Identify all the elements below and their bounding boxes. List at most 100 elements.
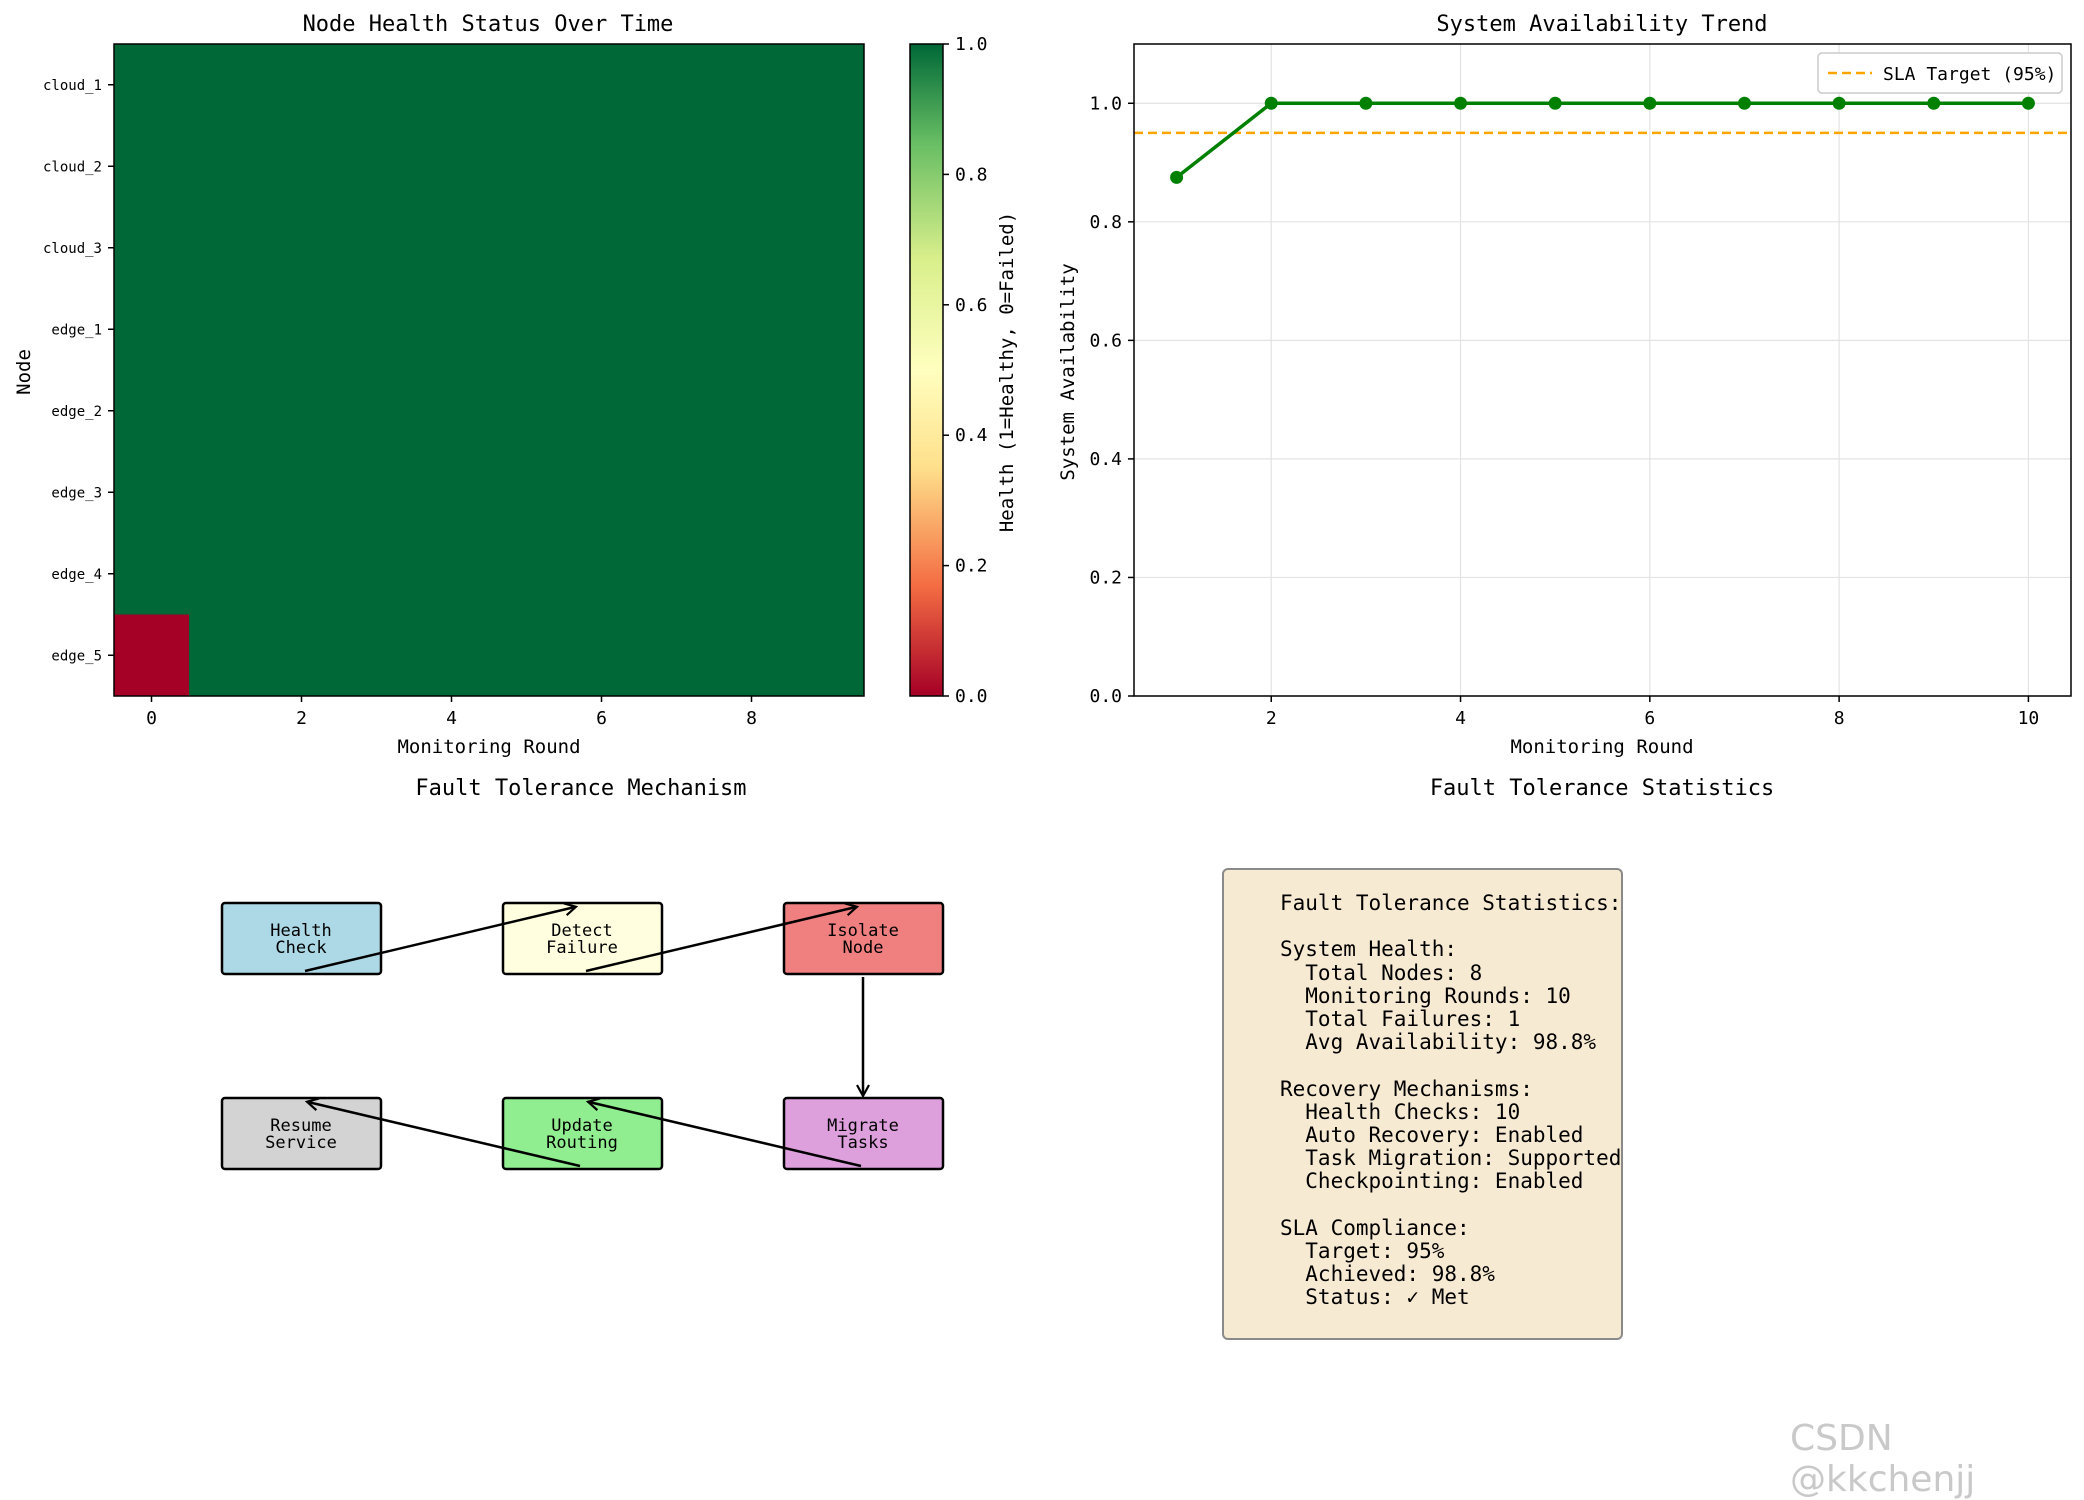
heatmap-cell — [114, 207, 190, 289]
heatmap-cell — [264, 451, 340, 534]
heatmap-cell — [189, 207, 265, 289]
availability-y-tick-label: 0.4 — [1089, 449, 1122, 470]
availability-y-tick-label: 0.2 — [1089, 567, 1122, 588]
step-label-line1: Resume — [270, 1116, 331, 1136]
availability-point — [1170, 170, 1184, 184]
stats-health-checks: Health Checks: 10 — [1280, 1099, 1521, 1124]
arrow-detect-to-isolate — [585, 907, 856, 973]
colorbar-tick-label: 0.8 — [955, 164, 988, 185]
heatmap-cell — [264, 370, 340, 452]
step-label-line1: Isolate — [827, 921, 899, 941]
stats-system-health: System Health: — [1280, 937, 1458, 962]
heatmap-y-tick-label: edge_1 — [51, 322, 102, 338]
heatmap-y-tick-label: edge_4 — [51, 567, 102, 583]
heatmap-cell — [489, 44, 565, 126]
step-isolate-node: Isolate Node — [782, 901, 945, 976]
step-label-line2: Routing — [546, 1133, 618, 1153]
heatmap-cell — [714, 44, 790, 126]
heatmap-x-tick-label: 0 — [146, 708, 157, 729]
heatmap-cell — [639, 370, 715, 452]
heatmap-cell — [714, 614, 790, 697]
heatmap-cell — [339, 288, 415, 371]
colorbar-tick-label: 0.2 — [955, 556, 988, 577]
watermark: CSDN @kkchenjj — [1790, 1418, 1976, 1500]
statistics-box: Fault Tolerance Statistics: System Healt… — [1222, 868, 1623, 1340]
heatmap-cell — [264, 125, 340, 208]
heatmap-cell — [489, 533, 565, 615]
heatmap-cell — [414, 370, 490, 452]
heatmap-cell — [264, 44, 340, 126]
availability-y-ticks: 0.0 0.2 0.4 0.6 0.8 1.0 — [1089, 93, 1134, 707]
step-label-line2: Check — [275, 938, 326, 958]
heatmap-y-tick-label: cloud_3 — [43, 241, 102, 257]
availability-point — [1548, 96, 1562, 110]
heatmap-title: Node Health Status Over Time — [303, 12, 674, 37]
legend-sla-label: SLA Target (95%) — [1883, 64, 2056, 85]
heatmap-cell — [789, 125, 865, 208]
heatmap-cell — [789, 288, 865, 371]
heatmap-cell — [564, 451, 640, 534]
availability-y-tick-label: 0.8 — [1089, 212, 1122, 233]
step-box — [501, 901, 664, 976]
heatmap-cell — [639, 451, 715, 534]
heatmap-cell — [789, 533, 865, 615]
heatmap-cell — [189, 533, 265, 615]
heatmap-cell — [489, 288, 565, 371]
heatmap-cell — [489, 614, 565, 697]
heatmap-y-tick-label: cloud_1 — [43, 78, 102, 94]
heatmap-cell — [414, 44, 490, 126]
availability-legend: SLA Target (95%) — [1817, 52, 2063, 94]
heatmap-cell — [639, 614, 715, 697]
heatmap-panel: Node Health Status Over Time cloud_1clou… — [13, 12, 1018, 758]
heatmap-cell — [339, 207, 415, 289]
heatmap-cell — [489, 125, 565, 208]
stats-total-nodes: Total Nodes: 8 — [1280, 960, 1483, 985]
step-health-check: Health Check — [220, 901, 383, 976]
heatmap-cell — [489, 451, 565, 534]
availability-x-tick-label: 4 — [1455, 708, 1466, 729]
heatmap-cell — [789, 207, 865, 289]
stats-auto-recovery: Auto Recovery: Enabled — [1280, 1123, 1584, 1148]
heatmap-cell — [639, 44, 715, 126]
heatmap-y-tick-label: edge_5 — [51, 648, 102, 664]
heatmap-cell — [189, 451, 265, 534]
heatmap-cell — [639, 207, 715, 289]
heatmap-cell — [414, 451, 490, 534]
mechanism-title: Fault Tolerance Mechanism — [415, 776, 746, 801]
heatmap-cell — [114, 44, 190, 126]
availability-point — [1832, 96, 1846, 110]
step-label-line2: Tasks — [837, 1133, 888, 1153]
colorbar-ticks: 0.0 0.2 0.4 0.6 0.8 1.0 — [943, 34, 988, 707]
heatmap-cell — [789, 44, 865, 126]
availability-x-label: Monitoring Round — [1510, 736, 1693, 758]
stats-blank — [1280, 1054, 1621, 1077]
stats-checkpointing: Checkpointing: Enabled — [1280, 1169, 1584, 1194]
heatmap-cell — [639, 125, 715, 208]
heatmap-cell — [789, 370, 865, 452]
availability-point — [1359, 96, 1373, 110]
availability-x-tick-label: 2 — [1266, 708, 1277, 729]
heatmap-x-ticks: 0 2 4 6 8 — [146, 696, 757, 729]
heatmap-cell — [564, 125, 640, 208]
step-box — [501, 1096, 664, 1171]
availability-point — [2021, 96, 2035, 110]
stats-task-migration: Task Migration: Supported — [1280, 1146, 1622, 1171]
heatmap-cell — [114, 451, 190, 534]
heatmap-cell — [564, 44, 640, 126]
heatmap-y-tick-label: edge_2 — [51, 404, 102, 420]
step-label-line1: Update — [551, 1116, 612, 1136]
heatmap-cell — [339, 44, 415, 126]
heatmap-x-tick-label: 4 — [446, 708, 457, 729]
heatmap-x-label: Monitoring Round — [397, 736, 580, 758]
availability-point — [1643, 96, 1657, 110]
heatmap-cell — [414, 614, 490, 697]
step-resume-service: Resume Service — [220, 1096, 383, 1171]
heatmap-cell — [339, 614, 415, 697]
heatmap-cell — [789, 451, 865, 534]
step-label-line1: Migrate — [827, 1116, 899, 1136]
availability-x-tick-label: 8 — [1834, 708, 1845, 729]
step-box — [782, 901, 945, 976]
heatmap-cell — [714, 125, 790, 208]
statistics-title: Fault Tolerance Statistics — [1430, 776, 1774, 801]
